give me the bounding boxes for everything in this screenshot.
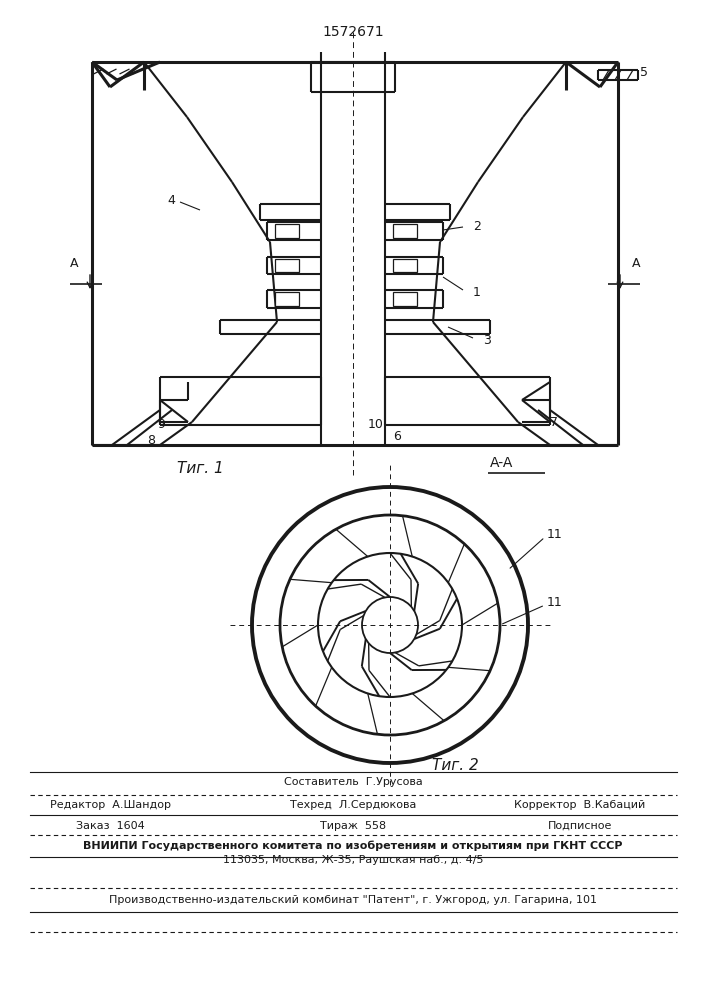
Text: Подписное: Подписное bbox=[548, 821, 612, 831]
Text: ВНИИПИ Государственного комитета по изобретениям и открытиям при ГКНТ СССР: ВНИИПИ Государственного комитета по изоб… bbox=[83, 841, 623, 851]
Text: 1: 1 bbox=[473, 286, 481, 298]
Bar bbox=[393, 292, 417, 306]
Text: A: A bbox=[70, 257, 78, 270]
Text: Τиг. 2: Τиг. 2 bbox=[432, 758, 479, 773]
Text: Τиг. 1: Τиг. 1 bbox=[177, 461, 223, 476]
Text: 11: 11 bbox=[547, 528, 563, 542]
Text: 4: 4 bbox=[167, 194, 175, 207]
Text: 5: 5 bbox=[640, 66, 648, 79]
Text: 113035, Москва, Ж-35, Раушская наб., д. 4/5: 113035, Москва, Ж-35, Раушская наб., д. … bbox=[223, 855, 484, 865]
Text: 7: 7 bbox=[550, 416, 558, 430]
Bar bbox=[275, 292, 299, 306]
Text: A-A: A-A bbox=[490, 456, 513, 470]
Bar bbox=[393, 259, 417, 272]
Text: Техред  Л.Сердюкова: Техред Л.Сердюкова bbox=[290, 800, 416, 810]
Text: Составитель  Г.Урусова: Составитель Г.Урусова bbox=[284, 777, 422, 787]
Text: 1572671: 1572671 bbox=[322, 25, 384, 39]
Text: 11: 11 bbox=[547, 596, 563, 609]
Text: Тираж  558: Тираж 558 bbox=[320, 821, 386, 831]
Text: 9: 9 bbox=[157, 418, 165, 430]
Text: Корректор  В.Кабаций: Корректор В.Кабаций bbox=[515, 800, 645, 810]
Bar bbox=[393, 224, 417, 238]
Text: Заказ  1604: Заказ 1604 bbox=[76, 821, 144, 831]
Bar bbox=[275, 259, 299, 272]
Text: Редактор  А.Шандор: Редактор А.Шандор bbox=[49, 800, 170, 810]
Text: 6: 6 bbox=[393, 430, 401, 444]
Text: 10: 10 bbox=[368, 418, 384, 430]
Text: 8: 8 bbox=[147, 434, 155, 446]
Bar bbox=[275, 224, 299, 238]
Text: 3: 3 bbox=[483, 334, 491, 347]
Text: Производственно-издательский комбинат "Патент", г. Ужгород, ул. Гагарина, 101: Производственно-издательский комбинат "П… bbox=[109, 895, 597, 905]
Text: A: A bbox=[632, 257, 641, 270]
Text: 2: 2 bbox=[473, 221, 481, 233]
